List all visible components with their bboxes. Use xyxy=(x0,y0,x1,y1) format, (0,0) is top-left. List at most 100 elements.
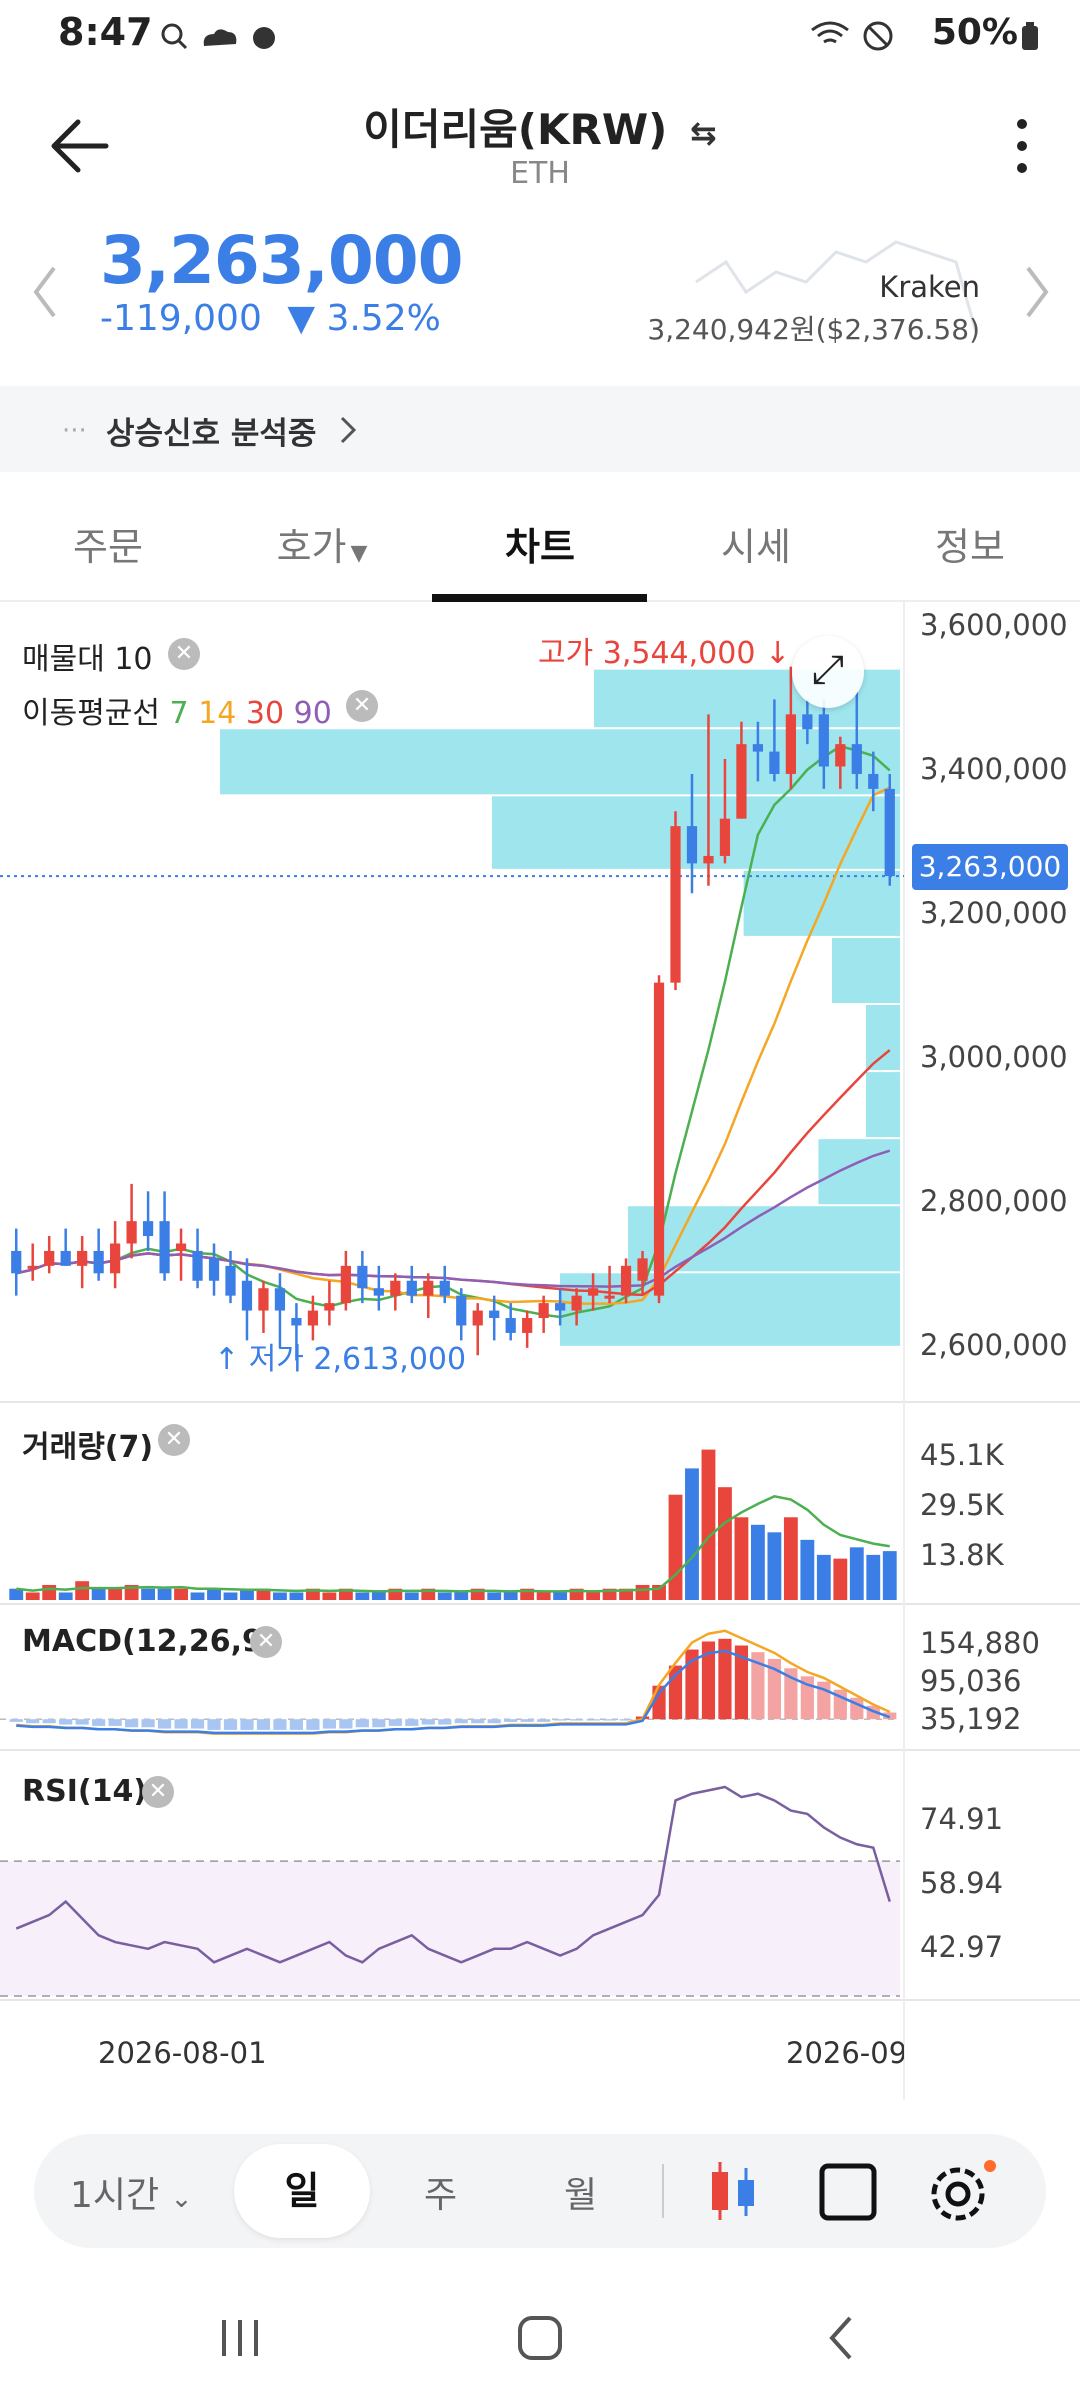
drawing-tool-icon[interactable] xyxy=(818,2162,878,2222)
volume-bar xyxy=(800,1539,815,1600)
candle-type-icon[interactable] xyxy=(706,2160,762,2222)
candle xyxy=(736,721,747,819)
candle-body xyxy=(225,1265,236,1296)
volume-bar xyxy=(58,1592,73,1600)
volume-bar xyxy=(338,1588,353,1600)
prev-coin-icon[interactable] xyxy=(30,264,60,320)
volume-bar xyxy=(141,1588,156,1600)
macd-bar xyxy=(306,1719,320,1730)
signal-label: 상승신호 분석중 xyxy=(106,416,317,452)
signal-banner[interactable]: ··· 상승신호 분석중 xyxy=(0,386,1080,472)
rsi-panel xyxy=(0,1785,900,1997)
tab-order[interactable]: 주문 xyxy=(8,516,208,571)
candle-body xyxy=(785,714,796,774)
volume-bar xyxy=(553,1592,568,1600)
volume-bar xyxy=(833,1558,848,1600)
rsi-tick: 42.97 xyxy=(920,1930,1004,1964)
candle-body xyxy=(423,1280,434,1296)
candle-body xyxy=(522,1318,533,1333)
volume-bar xyxy=(767,1532,782,1600)
macd-bar xyxy=(602,1719,617,1721)
candle xyxy=(175,1228,187,1281)
coin-title[interactable]: 이더리움(KRW) xyxy=(363,105,668,154)
remove-macd-icon[interactable]: ✕ xyxy=(250,1626,282,1658)
candle xyxy=(324,1280,335,1326)
period-day: 일 xyxy=(284,2169,320,2213)
volume-bar xyxy=(454,1592,469,1600)
tab-info-label: 정보 xyxy=(935,525,1005,569)
candle xyxy=(241,1258,253,1341)
status-time: 8:47 xyxy=(58,10,153,54)
period-week[interactable]: 주 xyxy=(424,2175,458,2216)
candle xyxy=(258,1280,269,1333)
recent-apps-icon[interactable] xyxy=(218,2316,262,2360)
candle-body xyxy=(126,1221,137,1244)
candle xyxy=(835,736,846,789)
tab-quotes[interactable]: 시세 xyxy=(656,516,856,571)
more-menu-icon[interactable] xyxy=(1012,116,1032,176)
back-arrow-icon[interactable] xyxy=(48,118,112,174)
macd-tick: 35,192 xyxy=(920,1702,1022,1736)
macd-bar xyxy=(619,1719,633,1721)
ma-7: 7 xyxy=(169,696,189,731)
remove-ma-icon[interactable]: ✕ xyxy=(346,690,378,722)
candle xyxy=(637,1250,648,1296)
date-label: 2026-08-01 xyxy=(98,2036,267,2070)
mini-sparkline[interactable] xyxy=(686,222,986,362)
next-coin-icon[interactable] xyxy=(1022,264,1052,320)
volume-bar xyxy=(503,1592,518,1600)
volume-bar xyxy=(42,1584,57,1600)
y-tick: 3,400,000 xyxy=(920,752,1068,786)
candle-body xyxy=(208,1258,220,1281)
candle xyxy=(686,773,698,894)
tab-info[interactable]: 정보 xyxy=(870,516,1070,571)
fullscreen-icon[interactable]: ⤢ xyxy=(792,636,864,708)
chevron-down-icon: ⌄ xyxy=(170,2184,193,2214)
volume-tick: 45.1K xyxy=(920,1438,1004,1472)
macd-bar xyxy=(273,1719,287,1730)
tab-orderbook[interactable]: 호가 ▼ xyxy=(222,516,422,571)
candle-body xyxy=(175,1243,187,1251)
macd-bar xyxy=(570,1719,584,1721)
candle xyxy=(538,1295,549,1333)
candle-body xyxy=(373,1288,384,1296)
volume-bar xyxy=(421,1588,436,1600)
app-icon xyxy=(253,27,275,49)
remove-volume-icon[interactable]: ✕ xyxy=(158,1424,190,1456)
volume-bar xyxy=(635,1584,650,1600)
candle xyxy=(802,699,813,745)
macd-bar xyxy=(59,1719,73,1725)
remove-volume-profile-icon[interactable]: ✕ xyxy=(168,638,200,670)
candle-body xyxy=(456,1295,467,1326)
volume-bar xyxy=(734,1517,749,1600)
macd-bar xyxy=(421,1719,435,1725)
volume-bars xyxy=(9,1449,897,1600)
macd-bar xyxy=(767,1658,781,1720)
candle-body xyxy=(637,1258,648,1281)
swap-icon[interactable]: ⇆ xyxy=(689,114,717,152)
candle xyxy=(340,1250,351,1311)
volume-bar xyxy=(174,1588,188,1600)
period-day-pill[interactable]: 일 xyxy=(234,2144,370,2238)
period-month[interactable]: 월 xyxy=(564,2175,598,2216)
candle xyxy=(44,1236,55,1274)
candle-body xyxy=(258,1288,269,1311)
ma-label: 이동평균선 xyxy=(22,696,160,731)
current-price-tag: 3,263,000 xyxy=(912,844,1068,890)
exchange-price: 3,240,942원($2,376.58) xyxy=(647,313,980,346)
candle xyxy=(884,773,895,886)
macd-bar xyxy=(355,1719,369,1728)
chart-toolbar: 1시간 ⌄ 일 주 월 xyxy=(34,2134,1046,2248)
volume-bar xyxy=(718,1487,732,1600)
settings-gear-icon[interactable] xyxy=(926,2158,998,2226)
interval-select[interactable]: 1시간 ⌄ xyxy=(70,2175,193,2216)
ma-14: 14 xyxy=(198,696,237,731)
candle-body xyxy=(11,1250,22,1274)
tab-chart[interactable]: 차트 xyxy=(440,516,640,571)
price-chart[interactable] xyxy=(0,600,1080,2100)
remove-rsi-icon[interactable]: ✕ xyxy=(142,1776,174,1808)
back-nav-icon[interactable] xyxy=(826,2314,856,2362)
volume-bar xyxy=(223,1592,238,1600)
home-icon[interactable] xyxy=(516,2314,564,2362)
cloud-icon xyxy=(203,29,237,46)
